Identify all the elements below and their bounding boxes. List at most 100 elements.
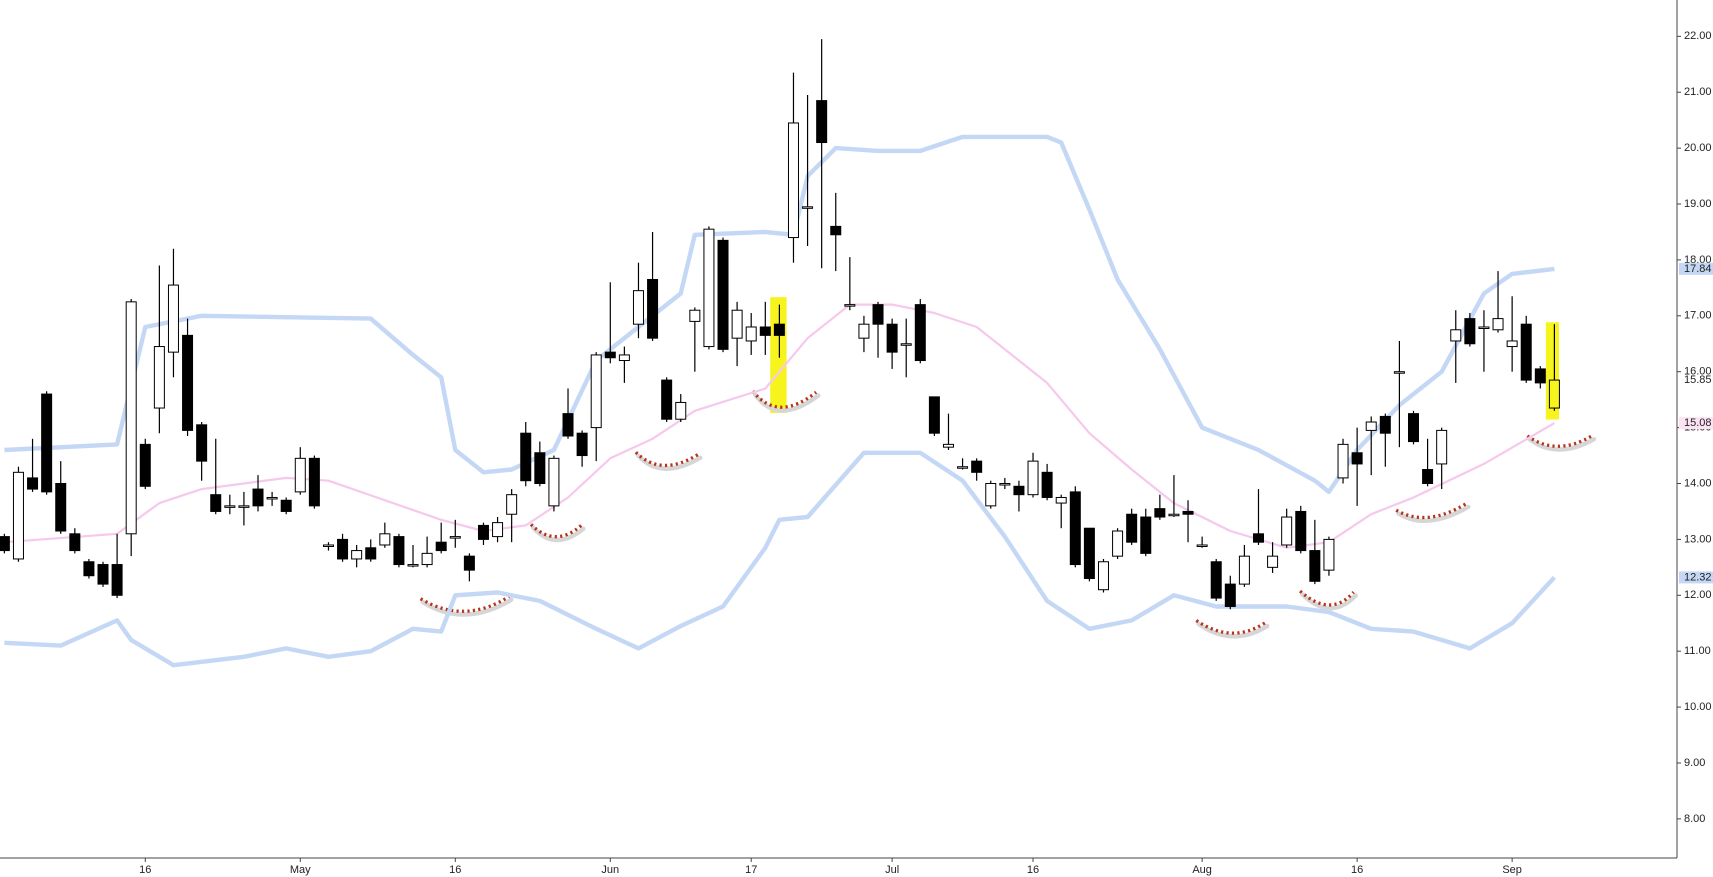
candle-body <box>1464 318 1476 345</box>
candle-body <box>1210 561 1222 599</box>
candle-body <box>731 309 743 339</box>
candle-body <box>238 505 250 508</box>
last-value-label: 15.08 <box>1684 417 1712 429</box>
x-tick-label: Aug <box>1192 864 1212 876</box>
last-close-label: 15.85 <box>1684 374 1712 386</box>
candle-body <box>1351 452 1363 465</box>
x-tick-label: May <box>290 864 311 876</box>
candle-body <box>27 477 39 490</box>
candle-body <box>534 452 546 484</box>
candle-body <box>647 278 659 339</box>
candle-body <box>97 564 109 585</box>
candle-body <box>1393 371 1405 374</box>
candle-body <box>1478 326 1490 329</box>
curve-marks <box>419 390 1593 635</box>
y-tick-label: 8.00 <box>1684 813 1705 825</box>
candle-body <box>1548 379 1560 409</box>
candle-body <box>703 228 715 348</box>
x-tick-label: Jun <box>601 864 619 876</box>
candle-body <box>308 457 320 507</box>
candle-body <box>83 561 95 577</box>
candle-body <box>477 524 489 540</box>
candle-body <box>41 393 53 493</box>
y-tick-label: 11.00 <box>1684 645 1711 657</box>
candle-body <box>351 550 363 560</box>
x-tick-label: 17 <box>745 864 757 876</box>
candle-body <box>1238 555 1250 585</box>
candle-body <box>1083 527 1095 580</box>
candle-body <box>1112 530 1124 557</box>
candle-body <box>210 494 222 512</box>
candle-body <box>1182 510 1194 515</box>
candle-body <box>463 555 475 571</box>
candle-body <box>520 432 532 482</box>
candle-body <box>506 494 518 515</box>
y-tick-label: 13.00 <box>1684 533 1712 545</box>
candle-body <box>1281 516 1293 546</box>
candle-body <box>421 552 433 566</box>
candle-body <box>294 457 306 493</box>
y-tick-label: 22.00 <box>1684 30 1712 42</box>
candle-body <box>1365 421 1377 431</box>
y-tick-label: 17.00 <box>1684 310 1712 322</box>
candle-body <box>1436 429 1448 465</box>
candle-body <box>618 354 630 362</box>
y-tick-label: 21.00 <box>1684 86 1712 98</box>
candle-body <box>802 206 814 209</box>
candle-body <box>675 401 687 420</box>
candle-body <box>69 533 81 552</box>
y-tick-label: 18.00 <box>1684 254 1712 266</box>
y-tick-label: 19.00 <box>1684 198 1712 210</box>
y-tick-label: 16.00 <box>1684 366 1712 378</box>
candle-body <box>1295 510 1307 552</box>
candle-body <box>449 536 461 539</box>
candle-body <box>1126 513 1138 543</box>
band-line <box>4 134 1555 495</box>
candle-body <box>111 564 123 596</box>
candle-body <box>1267 555 1279 568</box>
candle-body <box>957 466 969 469</box>
last-value-box <box>1679 262 1713 275</box>
candle-body <box>266 496 278 500</box>
candle-body <box>1492 318 1504 331</box>
candle-body <box>745 326 757 342</box>
candle-body <box>1140 516 1152 554</box>
candle-body <box>689 309 701 322</box>
x-tick-label: 16 <box>449 864 461 876</box>
candle-body <box>717 239 729 350</box>
candle-body <box>1422 469 1434 484</box>
candle-body <box>182 334 194 431</box>
candle-body <box>858 323 870 339</box>
candle-body <box>12 471 24 560</box>
band-line <box>4 303 1555 549</box>
candle-body <box>830 225 842 236</box>
candle-body <box>914 304 926 362</box>
candle-body <box>1168 513 1180 517</box>
candle-body <box>379 533 391 546</box>
candle-body <box>1520 323 1532 381</box>
last-value-box <box>1679 571 1713 584</box>
candle-body <box>55 482 67 532</box>
candle-body <box>407 564 419 567</box>
candle-body <box>125 301 137 535</box>
candle-body <box>604 351 616 359</box>
candle-body <box>590 354 602 429</box>
candle-body <box>1309 550 1321 582</box>
candle-body <box>1252 533 1264 543</box>
candle-body <box>337 538 349 560</box>
candle-body <box>971 460 983 473</box>
candle-body <box>322 544 334 547</box>
y-tick-label: 12.00 <box>1684 589 1712 601</box>
candle-body <box>1154 508 1166 518</box>
candle-body <box>1097 561 1109 591</box>
x-tick-label: Sep <box>1502 864 1522 876</box>
band-line <box>4 450 1557 668</box>
candle-body <box>787 122 799 239</box>
candle-body <box>1027 460 1039 496</box>
candle-body <box>435 541 447 552</box>
candle-body <box>1506 340 1518 348</box>
candle-body <box>548 457 560 507</box>
candle-body <box>1379 415 1391 434</box>
